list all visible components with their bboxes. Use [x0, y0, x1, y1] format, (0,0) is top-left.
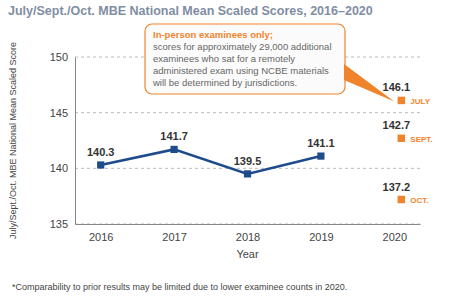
x-tick-label: 2017	[162, 231, 186, 243]
marker	[317, 152, 324, 159]
y-axis-title: July/Sept./Oct. MBE National Mean Scaled…	[8, 42, 18, 239]
y-tick-label: 145	[50, 107, 68, 119]
data-label: 141.1	[307, 137, 335, 149]
footnote: *Comparability to prior results may be l…	[12, 282, 347, 292]
x-tick-label: 2016	[89, 231, 113, 243]
marker	[244, 170, 251, 177]
data-label: 146.1	[383, 81, 411, 93]
data-labels: 140.3 141.7 139.5 141.1 146.1 JULY 142.7 SEPT. 1…	[87, 81, 433, 205]
annotation-pointer	[344, 64, 394, 101]
annotation-text: scores for approximately 29,000 addition…	[152, 41, 332, 88]
data-label: 137.2	[383, 181, 411, 193]
y-axis: 135 140 145 150	[50, 51, 76, 230]
annotation-heading: In-person examinees only;	[153, 29, 273, 40]
y-axis-line	[75, 58, 76, 225]
x-axis: 2016 2017 2018 2019 2020	[76, 224, 421, 243]
x-tick: 2019	[309, 224, 333, 243]
annotation-box	[145, 24, 345, 94]
grid	[75, 57, 420, 224]
y-tick: 135	[50, 218, 75, 230]
y-tick-label: 135	[50, 218, 68, 230]
plot-area	[97, 97, 405, 204]
x-tick: 2020	[383, 224, 407, 243]
marker	[170, 146, 177, 153]
series-name: OCT.	[410, 196, 428, 205]
data-label: 139.5	[234, 155, 262, 167]
annotation: In-person examinees only;scores for appr…	[145, 24, 394, 101]
marker	[398, 97, 405, 104]
marker	[97, 161, 104, 168]
x-tick: 2016	[89, 224, 113, 243]
y-tick: 145	[50, 107, 75, 119]
data-label: 140.3	[87, 146, 115, 158]
marker	[398, 135, 405, 142]
x-tick-label: 2018	[236, 231, 260, 243]
marker	[398, 196, 405, 203]
series-name: SEPT.	[410, 135, 432, 144]
data-label: 141.7	[160, 130, 188, 142]
chart: July/Sept./Oct. MBE National Mean Scaled…	[0, 0, 460, 302]
x-axis-line	[76, 224, 421, 225]
y-tick-label: 140	[50, 162, 68, 174]
x-axis-title: Year	[236, 248, 259, 260]
x-tick-label: 2019	[309, 231, 333, 243]
grid-line	[75, 168, 420, 169]
x-tick: 2018	[236, 224, 260, 243]
x-tick: 2017	[162, 224, 186, 243]
x-tick-label: 2020	[383, 231, 407, 243]
grid-line	[75, 112, 420, 113]
title: July/Sept./Oct. MBE National Mean Scaled…	[8, 4, 373, 18]
data-label: 142.7	[383, 119, 411, 131]
y-tick: 150	[50, 51, 75, 63]
series-name: JULY	[410, 97, 430, 106]
series-line	[101, 149, 321, 173]
grid-line	[75, 224, 420, 225]
y-tick: 140	[50, 162, 75, 174]
y-tick-label: 150	[50, 51, 68, 63]
